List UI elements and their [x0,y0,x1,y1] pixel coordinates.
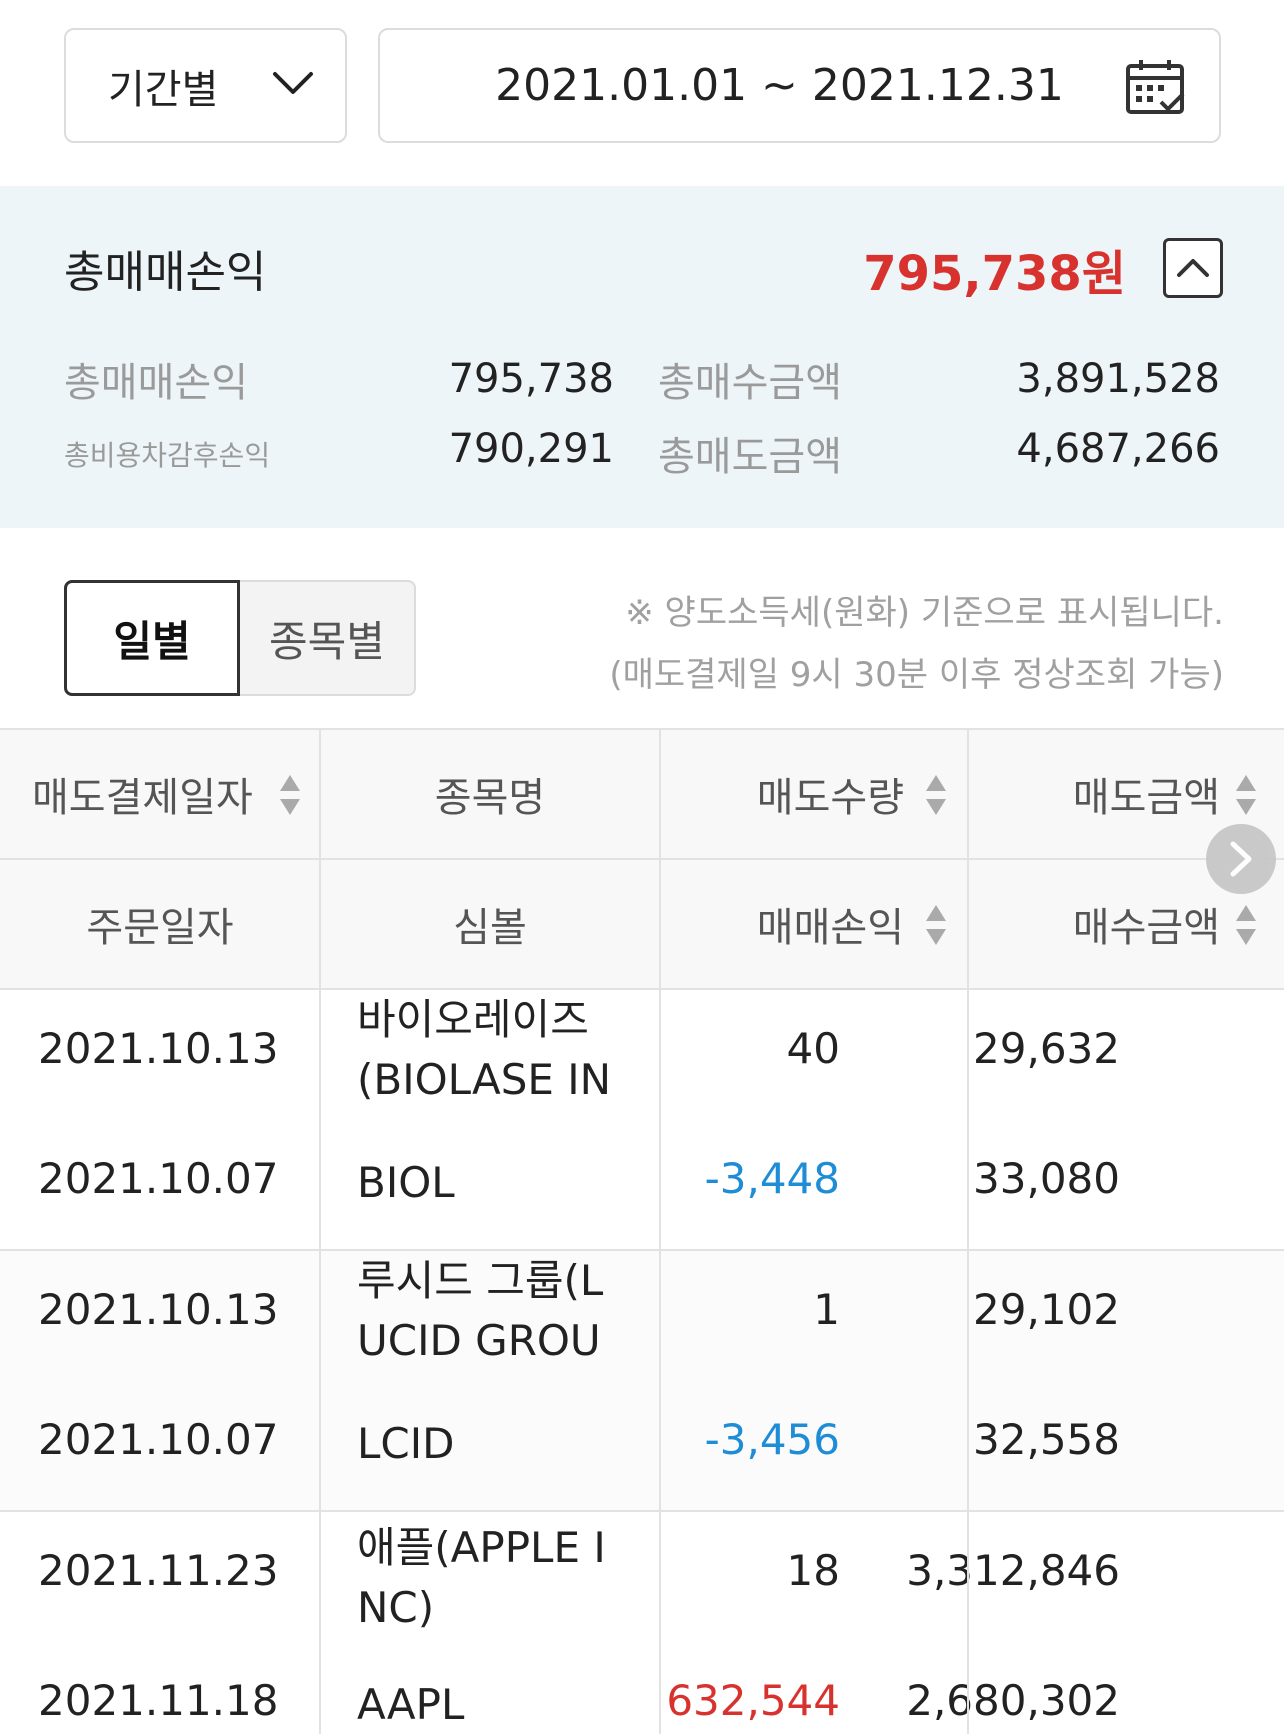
total-pnl-value: 795,738원 [863,246,1126,302]
chevron-up-icon [1177,259,1209,277]
col-stock-name: 종목명 [434,775,546,821]
summary-label-net-pnl: 총비용차감후손익 [64,439,271,472]
tax-notice-line1: ※ 양도소득세(원화) 기준으로 표시됩니다. [625,593,1224,633]
total-pnl-label: 총매매손익 [64,247,267,298]
col-settle-date[interactable]: 매도결제일자 [0,730,320,858]
sort-icon[interactable] [1234,773,1258,817]
table-header-row-2: 주문일자 심볼 매매손익 매수금액 [0,860,1284,990]
sort-icon[interactable] [1234,903,1258,947]
summary-value-net-pnl: 790,291 [448,426,614,472]
sort-icon[interactable] [924,773,948,817]
col-buy-amount[interactable]: 매수금액 [968,860,1284,988]
trade-table: 매도결제일자 종목명 매도수량 매도금액 주문일자 심볼 매매손익 [0,728,1284,1734]
buy-amount: 33,080 [973,1154,1120,1203]
stock-name-line1: 애플(APPLE I [357,1523,606,1572]
order-date: 2021.10.07 [38,1415,279,1464]
stock-name: 바이오레이즈 (BIOLASE IN [357,990,657,1110]
table-row[interactable]: 2021.10.13 2021.10.07 바이오레이즈 (BIOLASE IN… [0,990,1284,1251]
order-date: 2021.10.07 [38,1154,279,1203]
settle-date: 2021.11.23 [38,1546,279,1595]
settle-date: 2021.10.13 [38,1285,279,1334]
view-tabs: 일별 종목별 [64,580,416,696]
table-row[interactable]: 2021.11.23 2021.11.18 애플(APPLE I NC) AAP… [0,1512,1284,1734]
scroll-right-button[interactable] [1206,824,1276,894]
trade-pnl: -3,456 [704,1415,840,1464]
sell-qty: 1 [813,1285,840,1334]
col-sell-qty[interactable]: 매도수량 [660,730,968,858]
summary-value-buy-total: 3,891,528 [1016,356,1220,402]
stock-symbol: BIOL [357,1158,455,1207]
summary-value-sell-total: 4,687,266 [1016,426,1220,472]
settle-date: 2021.10.13 [38,1024,279,1073]
buy-amount: 32,558 [973,1415,1120,1464]
col-pnl-label: 매매손익 [756,905,904,951]
tax-notice: ※ 양도소득세(원화) 기준으로 표시됩니다. (매도결제일 9시 30분 이후… [609,582,1224,706]
stock-name-line2: UCID GROU [357,1316,601,1365]
sort-icon[interactable] [278,773,302,817]
col-buy-amount-label: 매수금액 [1072,905,1220,951]
stock-name-line1: 바이오레이즈 [357,995,589,1044]
sell-amount: 29,632 [973,1024,1120,1073]
stock-symbol: LCID [357,1419,455,1468]
tab-by-stock[interactable]: 종목별 [240,580,416,696]
summary-label-buy-total: 총매수금액 [658,360,842,406]
col-symbol: 심볼 [453,905,527,951]
col-sell-qty-label: 매도수량 [756,775,904,821]
col-order-date: 주문일자 [86,905,234,951]
buy-amount: 2,680,302 [906,1676,1120,1725]
col-settle-date-label: 매도결제일자 [32,775,253,821]
period-select-label: 기간별 [108,66,219,113]
summary-value-pnl: 795,738 [448,356,614,402]
trade-pnl: 632,544 [666,1676,840,1725]
sell-amount: 3,312,846 [906,1546,1120,1595]
stock-name: 루시드 그룹(L UCID GROU [357,1251,657,1371]
table-row[interactable]: 2021.10.13 2021.10.07 루시드 그룹(L UCID GROU… [0,1251,1284,1512]
order-date: 2021.11.18 [38,1676,279,1725]
col-sell-amount[interactable]: 매도금액 [968,730,1284,858]
tax-notice-line2: (매도결제일 9시 30분 이후 정상조회 가능) [609,655,1224,695]
date-range-text: 2021.01.01 ~ 2021.12.31 [495,60,1064,111]
table-header-row-1: 매도결제일자 종목명 매도수량 매도금액 [0,730,1284,860]
trade-pnl: -3,448 [704,1154,840,1203]
date-range-picker[interactable]: 2021.01.01 ~ 2021.12.31 [378,28,1221,143]
table-header: 매도결제일자 종목명 매도수량 매도금액 주문일자 심볼 매매손익 [0,730,1284,990]
summary-panel: 총매매손익 795,738원 총매매손익 795,738 총매수금액 3,891… [0,186,1284,528]
sort-icon[interactable] [924,903,948,947]
stock-name-line1: 루시드 그룹(L [357,1256,604,1305]
col-pnl[interactable]: 매매손익 [660,860,968,988]
summary-label-sell-total: 총매도금액 [658,434,842,480]
chevron-down-icon [273,72,313,94]
stock-symbol: AAPL [357,1680,465,1729]
stock-name: 애플(APPLE I NC) [357,1518,657,1638]
stock-name-line2: NC) [357,1583,435,1632]
calendar-check-icon[interactable] [1125,58,1187,118]
col-sell-amount-label: 매도금액 [1072,775,1220,821]
collapse-summary-button[interactable] [1163,238,1223,298]
sell-qty: 18 [786,1546,840,1595]
summary-label-pnl: 총매매손익 [64,360,248,406]
chevron-right-icon [1230,841,1252,877]
period-select[interactable]: 기간별 [64,28,347,143]
tab-daily[interactable]: 일별 [64,580,240,696]
sell-qty: 40 [786,1024,840,1073]
stock-name-line2: (BIOLASE IN [357,1055,612,1104]
sell-amount: 29,102 [973,1285,1120,1334]
